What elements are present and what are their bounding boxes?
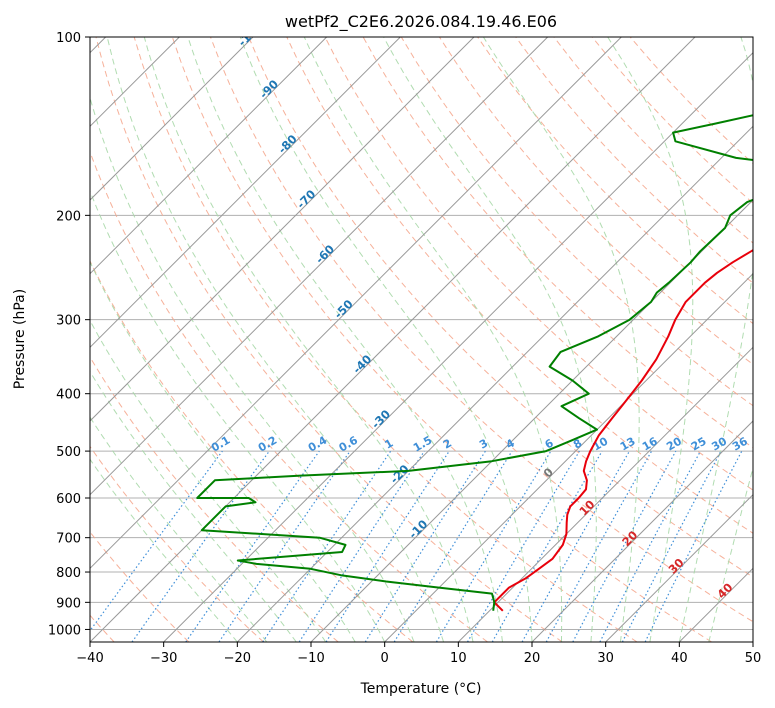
y-tick-label: 800 bbox=[56, 566, 81, 581]
dry-adiabat bbox=[286, 37, 753, 534]
moist-adiabat bbox=[678, 37, 753, 642]
mixing-ratio-line bbox=[262, 450, 392, 642]
mixing-ratio-line bbox=[90, 450, 223, 632]
isotherm-line bbox=[90, 37, 254, 201]
isotherm-line bbox=[90, 37, 475, 422]
moist-adiabat bbox=[708, 466, 753, 642]
moist-adiabat bbox=[239, 37, 533, 642]
dry-adiabat bbox=[171, 37, 712, 642]
dry-adiabat bbox=[133, 37, 638, 642]
dry-adiabat bbox=[95, 37, 563, 642]
isotherm-line bbox=[90, 37, 401, 349]
mixing-ratio-line bbox=[298, 450, 425, 642]
x-tick-label: 50 bbox=[745, 651, 762, 666]
isotherm-line bbox=[236, 125, 753, 642]
dry-adiabat bbox=[90, 356, 339, 642]
dry-adiabat bbox=[515, 37, 753, 284]
plot-area: -100-90-80-70-60-50-40-30-20-10010203040… bbox=[90, 37, 753, 642]
dry-adiabat bbox=[210, 37, 753, 623]
isotherm-line bbox=[90, 37, 622, 570]
isotherm-line bbox=[605, 493, 753, 642]
moist-adiabat bbox=[106, 37, 445, 642]
x-axis-label: Temperature (°C) bbox=[360, 681, 482, 697]
dry-adiabat bbox=[90, 259, 414, 642]
chart-title: wetPf2_C2E6.2026.084.19.46.E06 bbox=[285, 12, 557, 32]
x-tick-label: −40 bbox=[76, 651, 103, 666]
y-tick-label: 1000 bbox=[48, 623, 81, 638]
mixing-ratio-line bbox=[521, 450, 631, 642]
moist-adiabat bbox=[383, 37, 597, 642]
y-tick-label: 700 bbox=[56, 532, 81, 547]
isotherm-line bbox=[90, 37, 696, 642]
x-tick-label: 0 bbox=[381, 651, 389, 666]
dry-adiabat bbox=[248, 37, 753, 578]
x-tick-label: 40 bbox=[671, 651, 688, 666]
isotherm-line bbox=[531, 420, 753, 642]
x-tick-label: −20 bbox=[224, 651, 251, 666]
mixing-ratio-lines bbox=[90, 450, 743, 642]
dry-adiabat bbox=[90, 445, 264, 642]
plot-frame bbox=[89, 36, 754, 643]
moist-adiabat bbox=[90, 370, 297, 642]
mixing-ratio-line bbox=[218, 450, 351, 642]
y-tick-label: 200 bbox=[56, 209, 81, 224]
dry-adiabats bbox=[90, 37, 753, 642]
x-tick-label: −30 bbox=[150, 651, 177, 666]
y-tick-label: 100 bbox=[56, 31, 81, 46]
y-tick-label: 900 bbox=[56, 596, 81, 611]
mixing-ratio-line bbox=[644, 450, 743, 642]
series-lines bbox=[196, 114, 753, 612]
isotherm-line bbox=[384, 272, 753, 642]
moist-adiabat bbox=[303, 37, 563, 642]
y-axis: 100 200 300 400 500 600 700 800 900 1000 bbox=[48, 31, 90, 638]
x-tick-label: 10 bbox=[450, 651, 467, 666]
x-tick-label: 30 bbox=[597, 651, 614, 666]
y-tick-label: 600 bbox=[56, 492, 81, 507]
mixing-ratio-line bbox=[325, 450, 450, 642]
isotherm-line bbox=[90, 37, 549, 496]
moist-adiabat bbox=[90, 458, 238, 642]
isotherm-line bbox=[163, 51, 753, 642]
isotherm-line bbox=[457, 346, 753, 642]
mixing-ratio-line bbox=[185, 450, 320, 642]
moist-adiabat bbox=[482, 37, 640, 642]
moist-adiabat bbox=[143, 37, 474, 642]
mixing-ratio-line bbox=[131, 450, 270, 642]
moist-adiabat bbox=[90, 260, 356, 642]
dewpoint-profile bbox=[196, 114, 753, 611]
grid-lines bbox=[90, 37, 753, 630]
isotherm-line bbox=[90, 37, 328, 275]
mixing-ratio-line bbox=[393, 450, 513, 642]
moist-adiabat bbox=[90, 189, 386, 642]
isotherm-lines bbox=[90, 37, 753, 642]
isotherm-line bbox=[310, 199, 753, 642]
moist-adiabat bbox=[607, 37, 694, 642]
x-tick-label: −10 bbox=[297, 651, 324, 666]
x-axis: −40 −30 −20 −10 0 10 20 30 40 50 bbox=[76, 642, 761, 666]
mixing-ratio-line bbox=[572, 450, 677, 642]
y-tick-label: 500 bbox=[56, 445, 81, 460]
mixing-ratio-line bbox=[545, 450, 653, 642]
x-tick-label: 20 bbox=[524, 651, 541, 666]
y-tick-label: 300 bbox=[56, 314, 81, 329]
moist-adiabat bbox=[90, 416, 268, 642]
temperature-profile bbox=[493, 249, 753, 612]
moist-adiabat bbox=[90, 319, 327, 642]
y-tick-label: 400 bbox=[56, 388, 81, 403]
y-axis-label: Pressure (hPa) bbox=[12, 289, 28, 389]
